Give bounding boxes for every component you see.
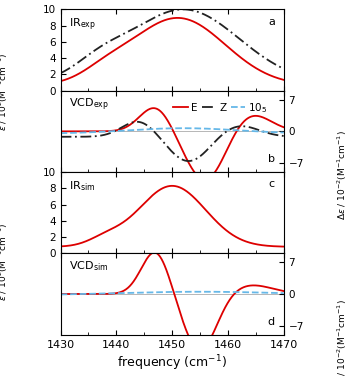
Text: $\Delta\varepsilon$ / 10$^{-2}$(M$^{-1}$cm$^{-1}$): $\Delta\varepsilon$ / 10$^{-2}$(M$^{-1}$… <box>336 299 346 376</box>
Text: d: d <box>268 317 275 326</box>
Text: IR$_{\rm sim}$: IR$_{\rm sim}$ <box>70 179 96 193</box>
Text: c: c <box>268 179 275 190</box>
Text: VCD$_{\rm sim}$: VCD$_{\rm sim}$ <box>70 259 109 273</box>
X-axis label: frequency (cm$^{-1}$): frequency (cm$^{-1}$) <box>117 354 227 373</box>
Text: IR$_{\rm exp}$: IR$_{\rm exp}$ <box>70 17 97 33</box>
Text: VCD$_{\rm exp}$: VCD$_{\rm exp}$ <box>70 96 109 113</box>
Legend: E, Z, 10$_5$: E, Z, 10$_5$ <box>169 97 272 119</box>
Text: $\varepsilon$ / 10$^2$(M$^{-1}$cm$^{-1}$): $\varepsilon$ / 10$^2$(M$^{-1}$cm$^{-1}$… <box>0 222 10 300</box>
Text: b: b <box>268 154 275 164</box>
Text: a: a <box>268 17 275 27</box>
Text: $\Delta\varepsilon$ / 10$^{-2}$(M$^{-1}$cm$^{-1}$): $\Delta\varepsilon$ / 10$^{-2}$(M$^{-1}$… <box>336 130 346 220</box>
Text: $\varepsilon$ / 10$^2$(M$^{-1}$cm$^{-1}$): $\varepsilon$ / 10$^2$(M$^{-1}$cm$^{-1}$… <box>0 53 10 131</box>
